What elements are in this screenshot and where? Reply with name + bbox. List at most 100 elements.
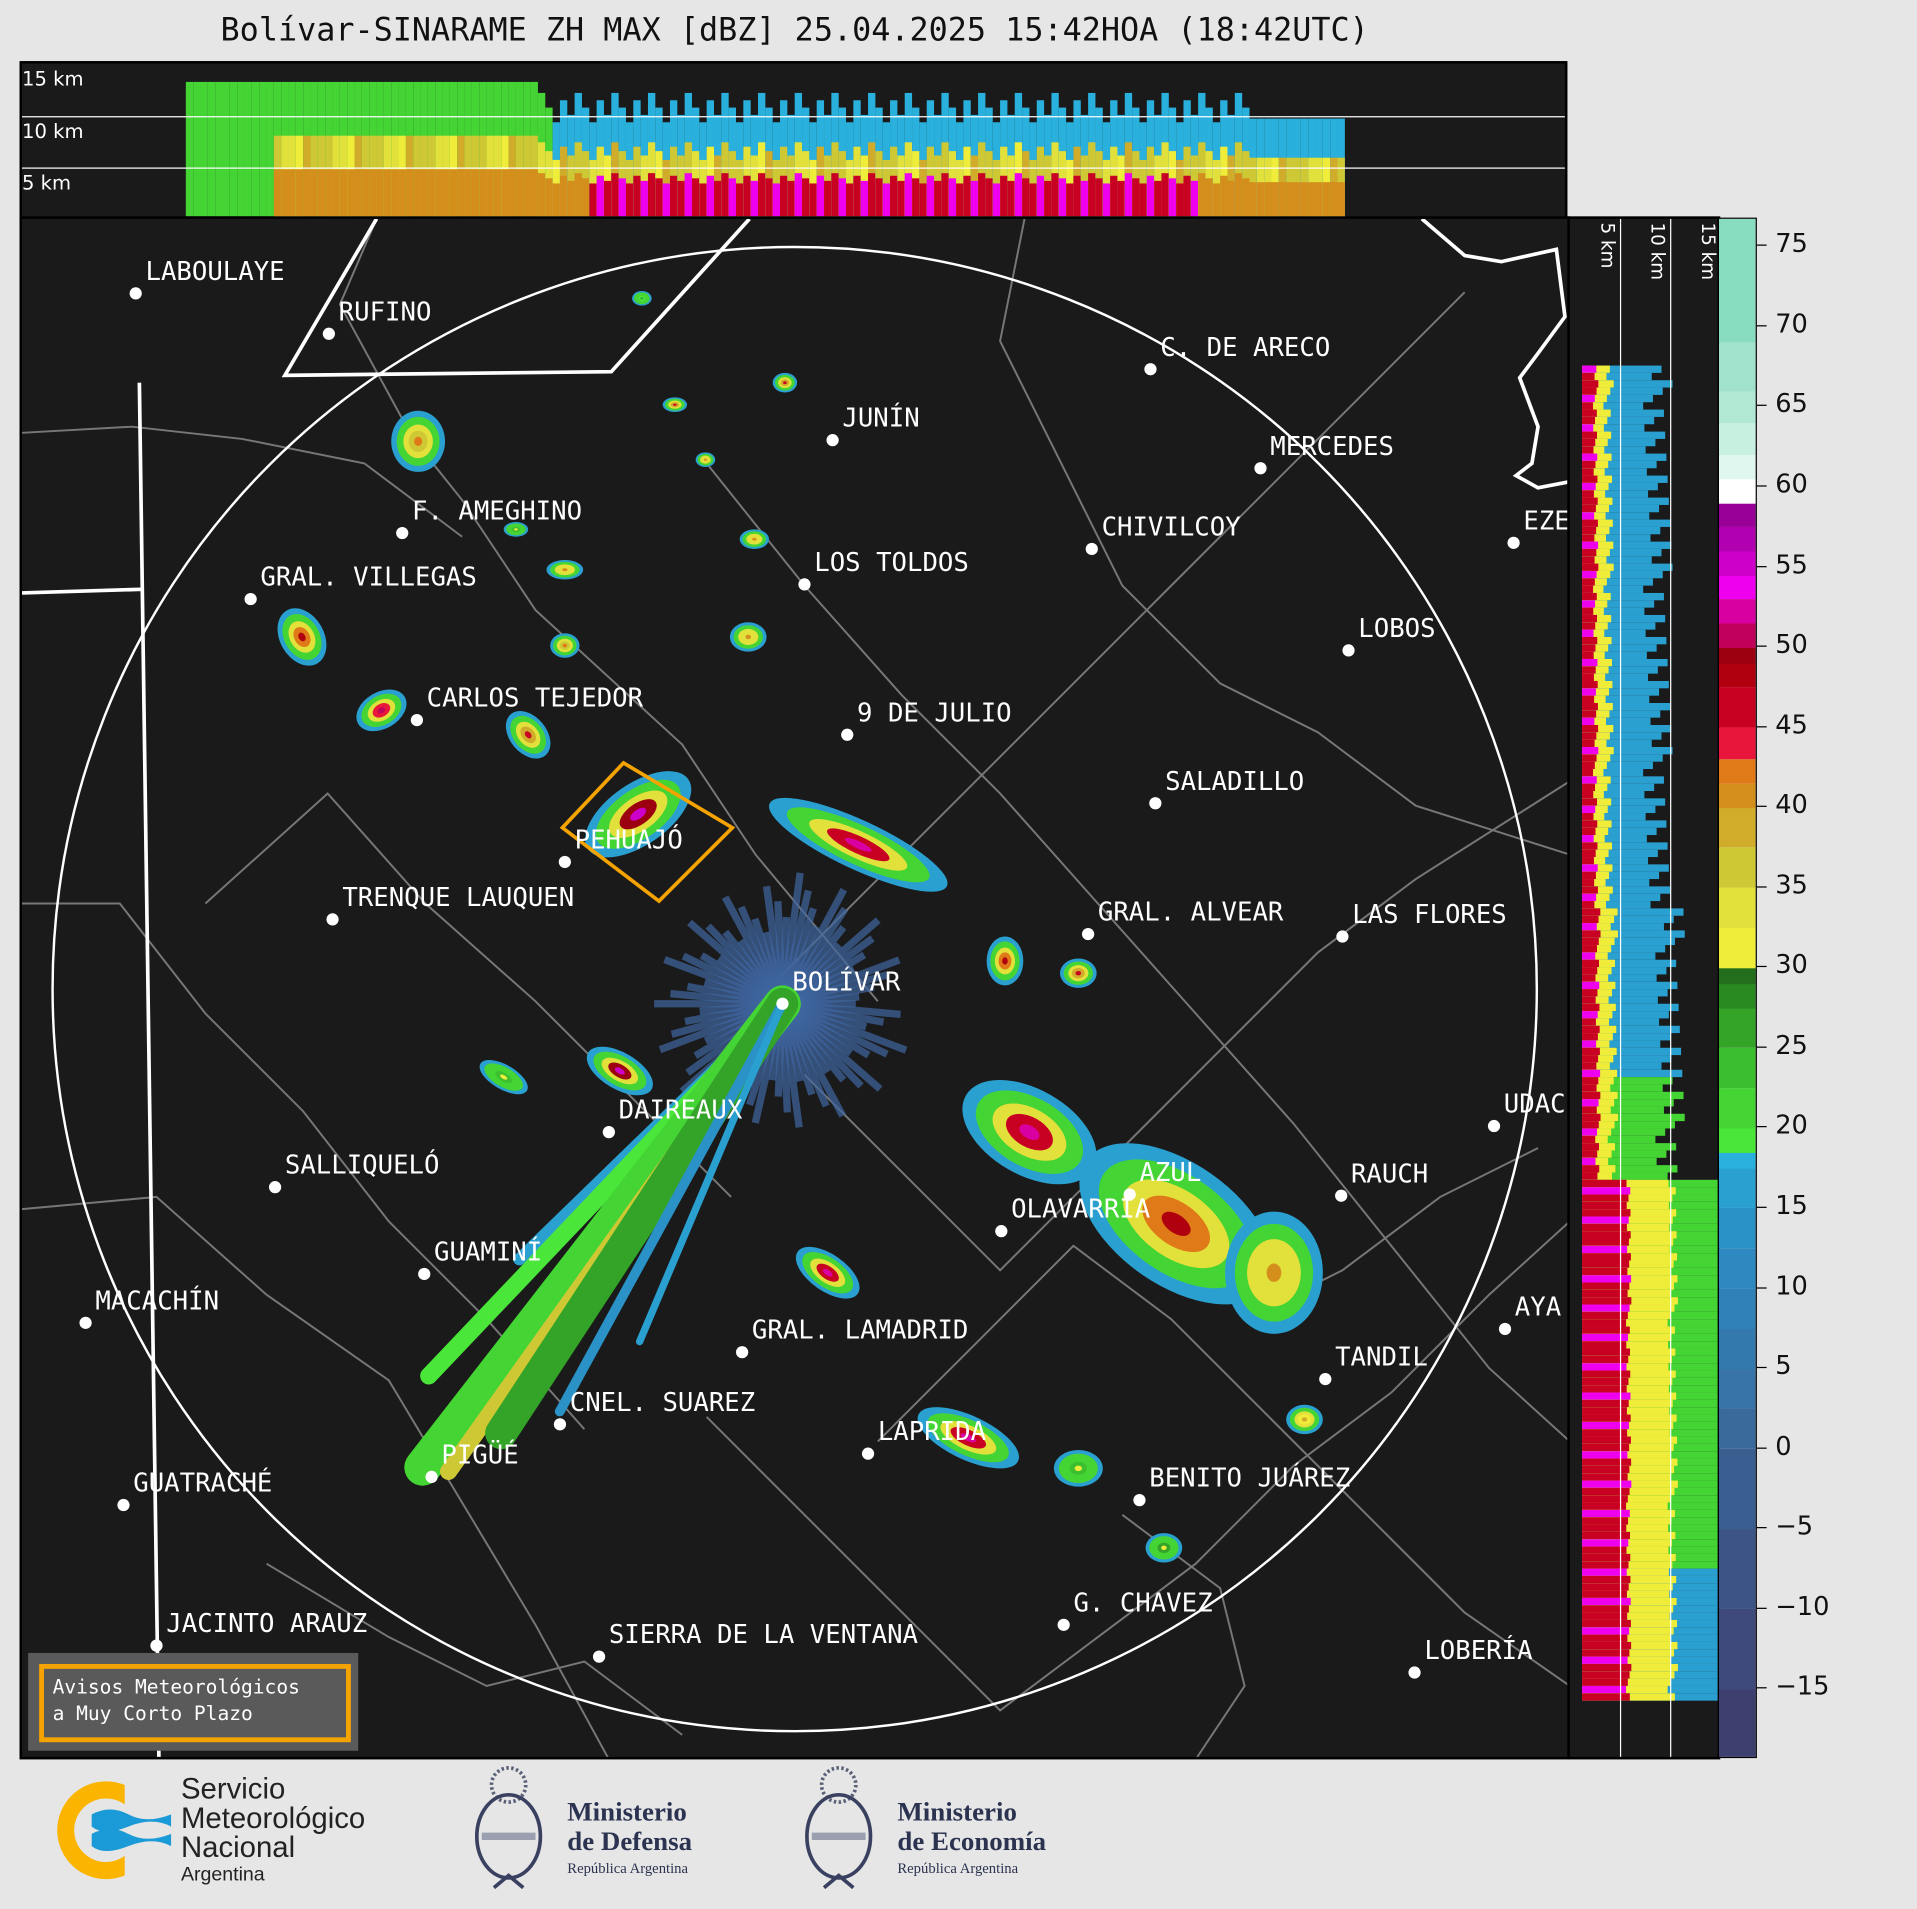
echo-column — [567, 114, 575, 217]
echo-column — [772, 122, 781, 217]
colorbar-band — [1718, 422, 1756, 456]
echo-row — [1582, 1355, 1718, 1364]
echo-column — [780, 100, 788, 217]
echo-column — [758, 92, 766, 217]
echo-column — [237, 81, 245, 217]
colorbar-tick — [1756, 1206, 1767, 1208]
city-marker — [418, 1267, 431, 1281]
echo-column — [479, 81, 487, 217]
city-marker — [1085, 542, 1098, 556]
colorbar-tick-label: 20 — [1775, 1110, 1808, 1140]
city-label: JACINTO ARAUZ — [166, 1608, 368, 1639]
echo-row — [1582, 813, 1646, 821]
echo-column — [1058, 107, 1067, 217]
colorbar-band — [1718, 1127, 1756, 1153]
colorbar-band — [1718, 1528, 1756, 1610]
echo-row — [1582, 592, 1664, 601]
map-panel: LABOULAYE RUFINO C. DE ARECO JUNÍN MERCEDES F… — [19, 216, 1570, 1760]
height-line-10km — [1670, 218, 1672, 1757]
echo-row — [1582, 893, 1661, 902]
echo-row — [1582, 1091, 1684, 1100]
echo-column — [369, 81, 377, 217]
echo-row — [1582, 409, 1664, 417]
defensa-line3: República Argentina — [567, 1859, 689, 1877]
echo-column — [508, 81, 516, 217]
echo-row — [1582, 1451, 1718, 1459]
echo-row — [1582, 497, 1669, 505]
colorbar-band — [1718, 1608, 1756, 1690]
echo-row — [1582, 394, 1653, 403]
storm-cell — [795, 1246, 860, 1299]
echo-row — [1582, 1297, 1718, 1305]
city-label: LOBERÍA — [1424, 1635, 1533, 1666]
echo-row — [1582, 1671, 1718, 1679]
colorbar-tick-label: 30 — [1775, 950, 1808, 980]
colorbar-band — [1718, 783, 1756, 808]
echo-column — [449, 81, 458, 217]
echo-row — [1582, 1084, 1663, 1092]
echo-column — [501, 81, 509, 217]
side-cross-section-panel: 5 km 10 km 15 km — [1567, 216, 1721, 1760]
colorbar-band — [1718, 1087, 1756, 1129]
echo-row — [1582, 468, 1647, 476]
warning-polygon[interactable] — [559, 760, 736, 904]
echo-column — [1256, 118, 1265, 217]
echo-column — [633, 100, 641, 217]
echo-row — [1582, 1348, 1718, 1356]
echo-row — [1582, 636, 1667, 645]
colorbar-band — [1718, 390, 1756, 424]
storm-cell — [586, 1046, 653, 1096]
colorbar-tick — [1756, 1527, 1767, 1529]
echo-row — [1582, 769, 1644, 777]
warning-legend-line1: Avisos Meteorológicos — [52, 1674, 300, 1699]
colorbar-band — [1718, 807, 1756, 848]
echo-column — [765, 107, 773, 217]
echo-column — [677, 114, 685, 217]
echo-column — [1176, 122, 1184, 217]
echo-column — [809, 122, 817, 217]
echo-row — [1582, 416, 1655, 425]
echo-column — [295, 81, 304, 217]
colorbar-tick — [1756, 805, 1767, 808]
county-boundary — [705, 462, 1568, 1441]
echo-row — [1582, 607, 1645, 615]
echo-row — [1582, 1069, 1683, 1078]
echo-row — [1582, 1656, 1718, 1664]
echo-row — [1582, 372, 1652, 381]
echo-row — [1582, 651, 1647, 659]
echo-row — [1582, 1436, 1718, 1444]
echo-row — [1582, 1480, 1718, 1488]
echo-row — [1582, 622, 1656, 630]
echo-row — [1582, 974, 1657, 982]
echo-row — [1582, 1165, 1678, 1173]
echo-row — [1582, 1040, 1661, 1048]
echo-column — [325, 81, 333, 217]
city-marker — [117, 1498, 130, 1512]
echo-row — [1582, 1429, 1718, 1437]
city-marker — [776, 997, 789, 1010]
colorbar-band — [1718, 686, 1756, 728]
colorbar-band — [1718, 1047, 1756, 1089]
city-marker — [1133, 1494, 1146, 1507]
echo-row — [1582, 827, 1657, 836]
city-marker — [861, 1447, 875, 1460]
echo-column — [457, 81, 465, 217]
echo-row — [1582, 1539, 1718, 1547]
echo-column — [963, 100, 971, 217]
colorbar — [1717, 217, 1757, 1759]
echo-row — [1582, 453, 1667, 461]
echo-row — [1582, 725, 1672, 733]
echo-row — [1582, 1289, 1718, 1298]
echo-column — [339, 81, 348, 217]
echo-column — [860, 114, 869, 217]
colorbar-band — [1718, 622, 1756, 648]
colorbar-band — [1718, 967, 1756, 985]
city-marker — [150, 1639, 163, 1652]
city-label: EZE — [1523, 506, 1570, 536]
storm-cell — [1145, 1533, 1183, 1563]
storm-cell — [632, 290, 652, 306]
echo-row — [1582, 526, 1661, 535]
echo-column — [515, 81, 524, 217]
echo-row — [1582, 563, 1673, 571]
economia-line1: Ministerio — [897, 1795, 1017, 1827]
